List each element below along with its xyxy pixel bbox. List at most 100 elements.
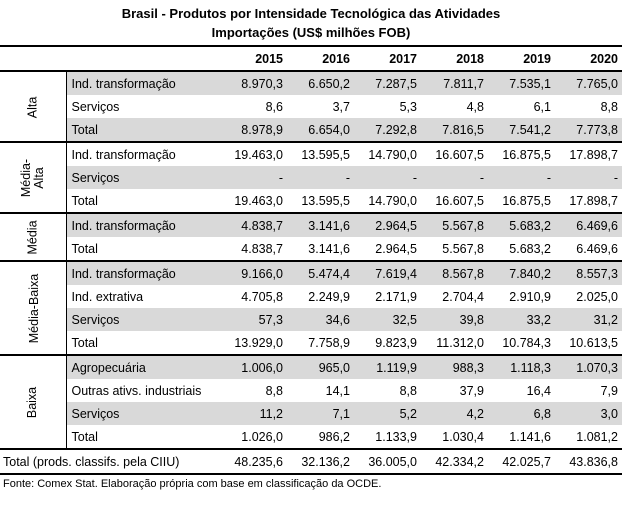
table-row: Serviços 8,6 3,7 5,3 4,8 6,1 8,8 <box>0 95 622 118</box>
row-label: Serviços <box>66 166 220 189</box>
row-label: Ind. extrativa <box>71 289 144 304</box>
value-cell: - <box>220 166 287 189</box>
table-row: Total 13.929,0 7.758,9 9.823,9 11.312,0 10.78… <box>0 331 622 355</box>
value-cell: 4,8 <box>466 99 484 114</box>
group-label: Média-Baixa <box>0 260 67 355</box>
value-cell: 7.773,8 <box>555 118 622 142</box>
value-cell: 57,3 <box>220 308 287 331</box>
value-cell: 7.811,7 <box>421 70 488 95</box>
year-header: 2015 <box>220 45 287 72</box>
value-cell: 965,0 <box>287 354 354 379</box>
value-cell: 42.334,2 <box>421 448 488 475</box>
imports-table: 2015 2016 2017 2018 2019 2020 Alta Ind. t… <box>0 45 622 475</box>
year-header: 2020 <box>555 45 622 72</box>
value-cell: - <box>421 166 488 189</box>
row-label: Ind. transformação <box>66 260 220 285</box>
source-footnote: Fonte: Comex Stat. Elaboração própria co… <box>3 478 382 490</box>
value-cell: 6.654,0 <box>287 118 354 142</box>
value-cell: 13.929,0 <box>234 335 283 350</box>
value-cell: 42.025,7 <box>488 448 555 475</box>
value-cell: 6.469,6 <box>555 212 622 237</box>
value-cell: 8,8 <box>600 99 618 114</box>
value-cell: 39,8 <box>421 308 488 331</box>
table-row: Serviços 57,3 34,6 32,5 39,8 33,2 31,2 <box>0 308 622 331</box>
value-cell: 2.910,9 <box>509 289 551 304</box>
table-body: Alta Ind. transformação 8.970,3 6.650,2 7.28… <box>0 70 622 475</box>
value-cell: 7.535,1 <box>488 70 555 95</box>
group-label-text: Alta <box>25 96 40 118</box>
group-label-text: Média-Baixa <box>27 273 42 344</box>
value-cell: 10.784,3 <box>502 335 551 350</box>
table-title: Brasil - Produtos por Intensidade Tecnol… <box>0 4 622 42</box>
value-cell: 8.567,8 <box>421 260 488 285</box>
year-header: 2019 <box>488 45 555 72</box>
value-cell: - <box>354 166 421 189</box>
value-cell: 7.287,5 <box>354 70 421 95</box>
value-cell: 2.964,5 <box>354 212 421 237</box>
value-cell: 16.607,5 <box>435 193 484 208</box>
value-cell: 7.292,8 <box>354 118 421 142</box>
table-row: Média Ind. transformação 4.838,7 3.141,6 2.9… <box>0 212 622 261</box>
table-row: Total 4.838,7 3.141,6 2.964,5 5.567,8 5.683,2… <box>0 237 622 261</box>
value-cell: 988,3 <box>421 354 488 379</box>
value-cell: - <box>555 166 622 189</box>
value-cell: 9.166,0 <box>220 260 287 285</box>
row-label: Agropecuária <box>66 354 220 379</box>
table-row: Serviços - - - - - - <box>0 166 622 189</box>
value-cell: 14,1 <box>325 383 350 398</box>
header-row: 2015 2016 2017 2018 2019 2020 <box>0 45 622 72</box>
value-cell: 1.030,4 <box>442 429 484 444</box>
value-cell: 7.541,2 <box>488 118 555 142</box>
value-cell: 986,2 <box>318 429 350 444</box>
value-cell: 11,2 <box>220 402 287 425</box>
year-header: 2018 <box>421 45 488 72</box>
value-cell: 6.469,6 <box>576 241 618 256</box>
value-cell: 7,1 <box>287 402 354 425</box>
value-cell: 31,2 <box>555 308 622 331</box>
value-cell: 48.235,6 <box>220 448 287 475</box>
value-cell: 43.836,8 <box>555 448 622 475</box>
value-cell: 7.619,4 <box>354 260 421 285</box>
row-label: Total <box>71 193 98 208</box>
value-cell: 4,2 <box>421 402 488 425</box>
value-cell: 7.758,9 <box>308 335 350 350</box>
group-label: Média <box>0 212 67 261</box>
value-cell: 4.705,8 <box>241 289 283 304</box>
table-row: Alta Ind. transformação 8.970,3 6.650,2 7.28… <box>0 70 622 142</box>
value-cell: 3.141,6 <box>308 241 350 256</box>
value-cell: 16,4 <box>526 383 551 398</box>
table-row: Total 1.026,0 986,2 1.133,9 1.030,4 1.141,6 1.… <box>0 425 622 449</box>
row-label: Total <box>71 335 98 350</box>
value-cell: 7,9 <box>600 383 618 398</box>
year-header: 2016 <box>287 45 354 72</box>
group-label-text: Média-Alta <box>18 158 46 197</box>
value-cell: 6,8 <box>488 402 555 425</box>
table-row: Total 19.463,0 13.595,5 14.790,0 16.607,5 16.… <box>0 189 622 213</box>
value-cell: 33,2 <box>488 308 555 331</box>
row-label: Total <box>71 429 98 444</box>
value-cell: 5.567,8 <box>442 241 484 256</box>
value-cell: 8,8 <box>399 383 417 398</box>
value-cell: 32,5 <box>354 308 421 331</box>
value-cell: 5.567,8 <box>421 212 488 237</box>
value-cell: 5,2 <box>354 402 421 425</box>
table-row: Média-Alta Ind. transformação 19.463,0 13.5… <box>0 141 622 213</box>
value-cell: 6,1 <box>533 99 551 114</box>
value-cell: 1.133,9 <box>375 429 417 444</box>
value-cell: 7.765,0 <box>555 70 622 95</box>
value-cell: 4.838,7 <box>220 212 287 237</box>
value-cell: 1.119,9 <box>354 354 421 379</box>
value-cell: 13.595,5 <box>301 193 350 208</box>
value-cell: 8.557,3 <box>555 260 622 285</box>
table-row: Ind. extrativa 4.705,8 2.249,9 2.171,9 2.704… <box>0 285 622 308</box>
group-label-text: Baixa <box>25 386 40 419</box>
value-cell: 8,8 <box>265 383 283 398</box>
value-cell: 10.613,5 <box>569 335 618 350</box>
value-cell: 1.070,3 <box>555 354 622 379</box>
value-cell: - <box>287 166 354 189</box>
table-row: Outras ativs. industriais 8,8 14,1 8,8 37,9 1… <box>0 379 622 402</box>
value-cell: 1.026,0 <box>241 429 283 444</box>
value-cell: 8,6 <box>265 99 283 114</box>
value-cell: 37,9 <box>459 383 484 398</box>
row-label: Serviços <box>66 308 220 331</box>
